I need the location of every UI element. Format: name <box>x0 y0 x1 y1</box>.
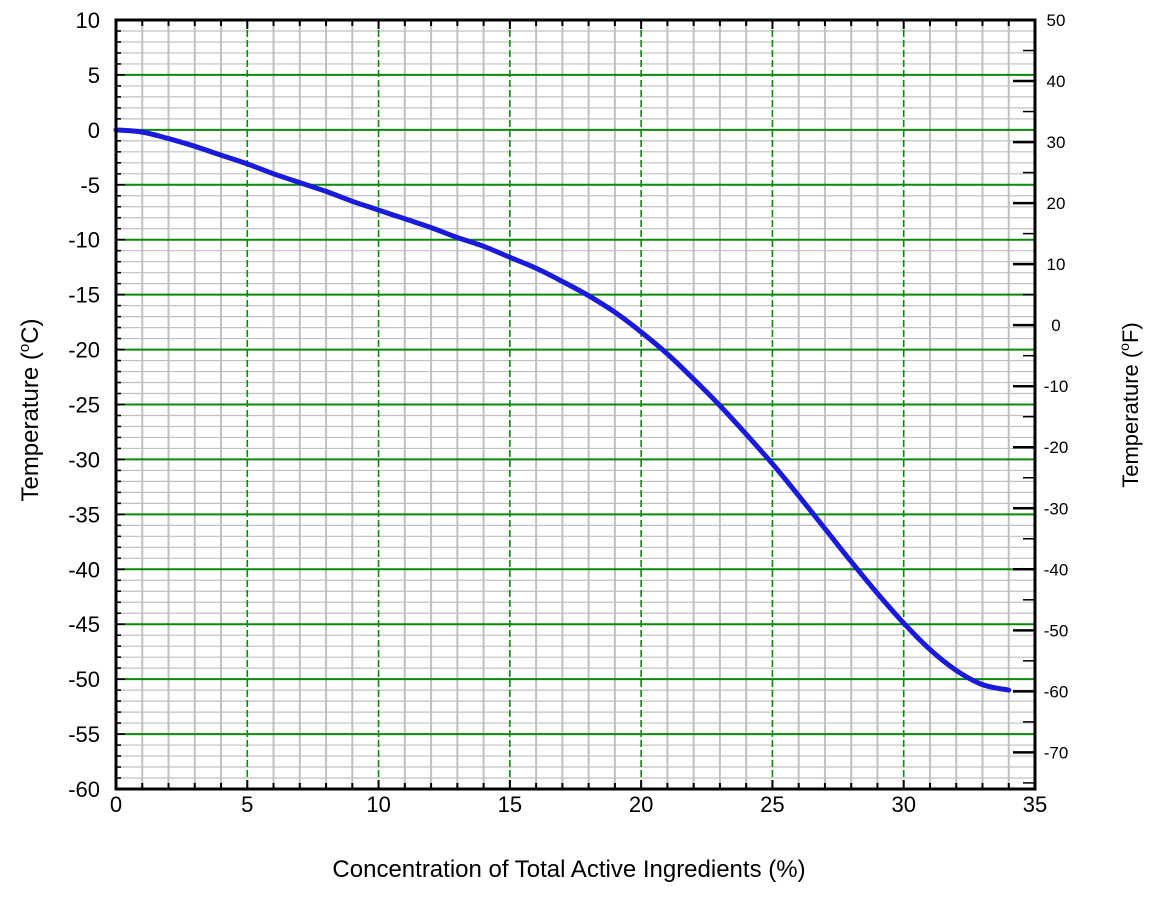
y-tick-label: -20 <box>68 338 100 363</box>
y2-tick-label: -50 <box>1044 621 1069 640</box>
y-tick-label: -25 <box>68 393 100 418</box>
y2-tick-label: 10 <box>1047 255 1066 274</box>
y-tick-label: -40 <box>68 557 100 582</box>
y-tick-label: 0 <box>88 118 100 143</box>
y-axis-title-degree: o <box>16 344 33 352</box>
y2-axis-title-unit: F) <box>1118 322 1143 343</box>
y-tick-label: -55 <box>68 722 100 747</box>
y-tick-label: -5 <box>80 173 100 198</box>
y2-tick-label: 30 <box>1047 133 1066 152</box>
y-tick-label: -10 <box>68 228 100 253</box>
y2-tick-labels: 50 40 30 20 10 0 -10 -20 -30 -40 -50 -60 -70 <box>1044 11 1069 762</box>
y2-tick-label: -30 <box>1044 499 1069 518</box>
y2-tick-label: 40 <box>1047 72 1066 91</box>
x-tick-label: 20 <box>629 792 653 817</box>
y-tick-label: -15 <box>68 283 100 308</box>
y-tick-label: -35 <box>68 502 100 527</box>
y2-axis-title-degree: o <box>1116 343 1132 351</box>
y-tick-label: -30 <box>68 447 100 472</box>
y2-tick-label: -40 <box>1044 560 1069 579</box>
major-grid <box>116 20 1035 789</box>
y-tick-label: -60 <box>68 777 100 802</box>
y2-tick-label: 50 <box>1047 11 1066 30</box>
x-tick-label: 15 <box>498 792 522 817</box>
y-tick-label: 10 <box>76 8 100 33</box>
y2-tick-label: -20 <box>1044 438 1069 457</box>
y-tick-label: -45 <box>68 612 100 637</box>
x-tick-labels: 0 5 10 15 20 25 30 35 <box>110 792 1047 817</box>
x-tick-label: 10 <box>366 792 390 817</box>
y-axis-title-unit: C) <box>17 318 44 343</box>
series-line <box>113 127 1012 693</box>
y-tick-label: -50 <box>68 667 100 692</box>
y2-tick-label: -60 <box>1044 682 1069 701</box>
x-tick-label: 30 <box>891 792 915 817</box>
y-tick-label: 5 <box>88 63 100 88</box>
y-tick-labels: 10 5 0 -5 -10 -15 -20 -25 -30 -35 -40 -45 -50 -55 -60 <box>68 8 100 802</box>
y2-tick-label: 0 <box>1051 316 1060 335</box>
x-tick-label: 0 <box>110 792 122 817</box>
y2-tick-label: 20 <box>1047 194 1066 213</box>
y2-axis-title: Temperature (oF) <box>1116 322 1143 488</box>
x-tick-label: 5 <box>241 792 253 817</box>
y-axis-title-prefix: Temperature ( <box>17 352 44 501</box>
plot-frame <box>114 18 1037 791</box>
y2-tick-label: -70 <box>1044 743 1069 762</box>
y2-axis-title-prefix: Temperature ( <box>1118 350 1143 488</box>
y2-tick-label: -10 <box>1044 377 1069 396</box>
x-axis-title: Concentration of Total Active Ingredient… <box>332 856 805 883</box>
y-axis-title: Temperature (oC) <box>16 318 44 501</box>
x-tick-label: 25 <box>760 792 784 817</box>
x-tick-label: 35 <box>1023 792 1047 817</box>
